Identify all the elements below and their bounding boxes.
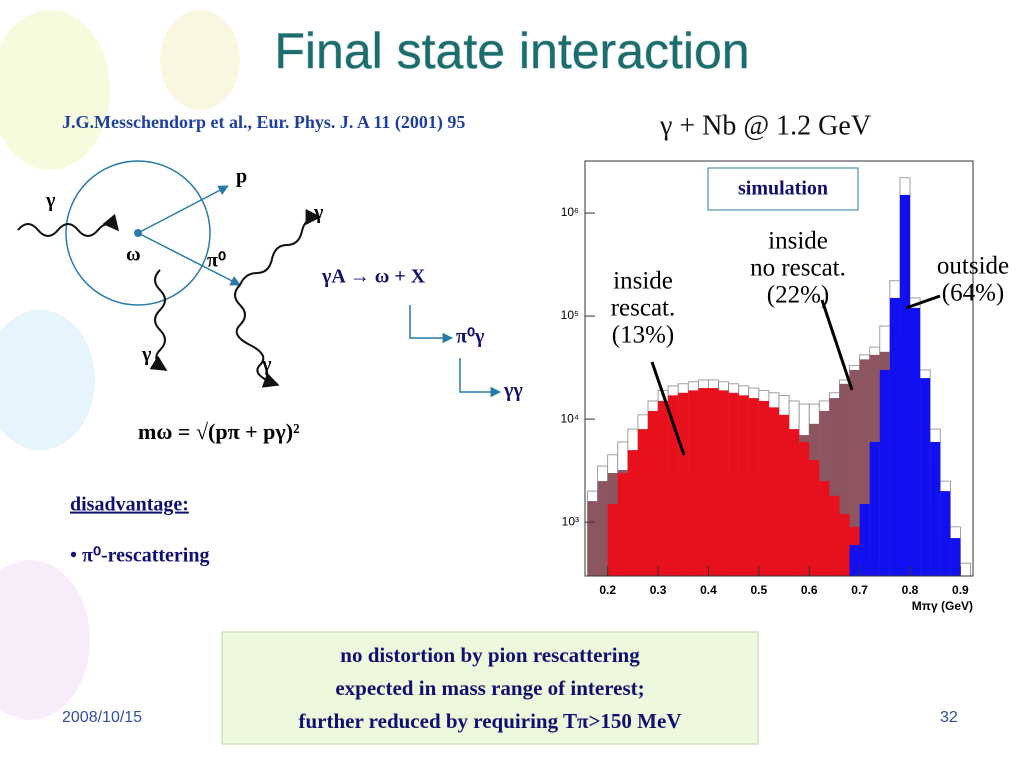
note-line: further reduced by requiring Tπ>150 MeV: [299, 709, 682, 733]
bar: [617, 472, 628, 576]
bar: [647, 410, 659, 576]
bar: [930, 441, 941, 576]
bar: [859, 503, 870, 576]
series-label: inside: [613, 268, 673, 295]
bar: [728, 392, 739, 576]
pointer: [905, 294, 941, 310]
bar: [789, 429, 800, 576]
bar: [587, 501, 598, 576]
x-tick-label: 0.5: [751, 583, 768, 597]
pion: π⁰: [207, 250, 226, 272]
note-line: no distortion by pion rescattering: [340, 643, 640, 667]
bar: [748, 398, 759, 576]
pointer: [820, 299, 854, 391]
y-tick-label: 10⁶: [561, 205, 579, 219]
gamma: γ: [313, 202, 324, 224]
series-label: outside: [937, 253, 1009, 280]
bar: [809, 460, 820, 576]
series-label: rescat.: [611, 295, 676, 322]
series-label: inside: [768, 228, 828, 255]
bar: [779, 414, 790, 576]
bar: [869, 441, 880, 576]
series-share: (22%): [767, 282, 829, 309]
bar: [899, 194, 911, 576]
bar: [758, 400, 769, 576]
pointer: [650, 361, 686, 456]
bar: [910, 307, 921, 576]
bar: [597, 481, 608, 576]
bar: [839, 513, 850, 576]
reaction: γ + Nb @ 1.2 GeV: [659, 110, 871, 141]
y-tick-label: 10³: [562, 514, 579, 528]
bar: [940, 491, 951, 576]
series-share: (13%): [612, 322, 674, 349]
x-tick-label: 0.7: [851, 583, 868, 597]
gamma-in: γ: [45, 190, 56, 212]
bar: [738, 395, 749, 576]
bar: [708, 388, 719, 576]
series-label: no rescat.: [750, 255, 846, 282]
x-tick-label: 0.8: [902, 583, 919, 597]
bar: [718, 390, 729, 576]
bar: [859, 359, 870, 576]
bar: [950, 538, 961, 576]
bullet: • π⁰-rescattering: [70, 545, 209, 567]
decay-eq: π⁰γ: [456, 326, 485, 348]
x-tick-label: 0.2: [599, 583, 616, 597]
background-balloons: [0, 10, 240, 720]
bar: [688, 390, 699, 576]
histogram: 10³ 10⁴ 10⁵ 10⁶ 0.2 0.3 0.4 0.5 0.6 0.7 0.8 0.9 Mπγ …: [560, 160, 1009, 613]
bar: [607, 503, 618, 576]
disadvantage-heading: disadvantage:: [70, 494, 189, 516]
bar: [698, 388, 709, 576]
series-share: (64%): [942, 280, 1004, 307]
bar: [637, 429, 648, 576]
bar: [879, 369, 890, 576]
bar: [849, 369, 860, 576]
proton: p: [236, 166, 247, 188]
page-number: 32: [940, 709, 958, 726]
x-axis-label: Mπγ (GeV): [912, 599, 973, 613]
y-tick-label: 10⁴: [560, 411, 579, 425]
bar: [627, 450, 638, 576]
x-tick-label: 0.4: [700, 583, 717, 597]
reaction-eq: γA → ω + X: [321, 266, 426, 288]
y-tick-label: 10⁵: [561, 308, 579, 322]
gamma: γ: [261, 354, 272, 376]
omega: ω: [126, 244, 141, 266]
bar: [678, 392, 689, 576]
bar: [799, 441, 810, 576]
mass-formula: mω = √(pπ + pγ)²: [138, 419, 300, 444]
note-line: expected in mass range of interest;: [335, 676, 644, 700]
feynman-diagram: γ p ω π⁰ γ γ γ γA → ω + X π⁰γ γγ mω = √(…: [17, 160, 523, 444]
bar: [839, 383, 850, 576]
note-box: [221, 631, 759, 745]
annotation-box: [707, 167, 859, 211]
bar: [920, 378, 931, 576]
bar: [658, 400, 669, 576]
x-tick-label: 0.6: [801, 583, 818, 597]
bar: [668, 395, 679, 576]
bar: [829, 495, 840, 576]
citation: J.G.Messchendorp et al., Eur. Phys. J. A…: [62, 112, 465, 133]
bar: [829, 398, 840, 576]
x-tick-label: 0.3: [650, 583, 667, 597]
slide-title: Final state interaction: [274, 23, 749, 79]
annotation: simulation: [738, 178, 828, 200]
bar: [768, 407, 779, 576]
footer-date: 2008/10/15: [62, 709, 142, 726]
gamma: γ: [141, 344, 152, 366]
plot-frame: [584, 160, 974, 577]
bar-outline: [960, 562, 971, 577]
bar: [889, 297, 900, 576]
bar: [849, 544, 860, 576]
x-tick-label: 0.9: [952, 583, 969, 597]
bar: [819, 481, 830, 576]
decay-eq: γγ: [503, 380, 523, 402]
